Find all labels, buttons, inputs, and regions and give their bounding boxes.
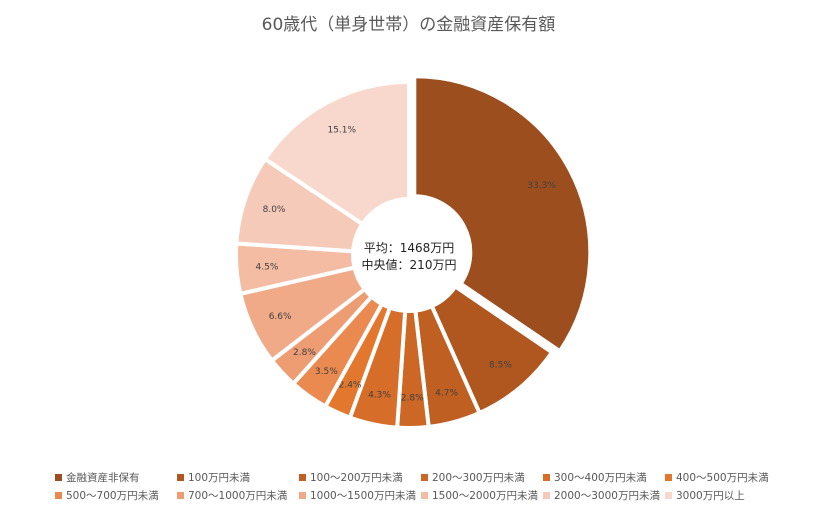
legend-label: 金融資産非保有 xyxy=(66,471,140,484)
legend-label: 100万円未満 xyxy=(188,471,251,484)
legend-item: 500〜700万円未満 xyxy=(55,488,177,503)
legend-swatch-icon xyxy=(665,473,672,481)
legend-label: 300〜400万円未満 xyxy=(554,471,647,484)
slice-label: 4.3% xyxy=(368,390,391,400)
legend-swatch-icon xyxy=(665,491,672,499)
slice-11 xyxy=(262,79,411,227)
legend-swatch-icon xyxy=(177,473,184,481)
chart-title: 60歳代（単身世帯）の金融資産保有額 xyxy=(261,15,556,35)
legend-swatch-icon xyxy=(421,491,428,499)
legend-swatch-icon xyxy=(543,473,550,481)
legend-label: 1500〜2000万円未満 xyxy=(432,489,538,502)
slice-label: 4.7% xyxy=(435,388,458,398)
slice-0 xyxy=(412,74,593,354)
legend-swatch-icon xyxy=(177,491,184,499)
legend-item: 2000〜3000万円未満 xyxy=(543,488,665,503)
legend-swatch-icon xyxy=(299,473,306,481)
slice-label: 8.0% xyxy=(263,205,286,215)
legend: 金融資産非保有 100万円未満 100〜200万円未満 200〜300万円未満 300〜… xyxy=(55,468,795,504)
slice-label: 2.4% xyxy=(339,381,362,391)
slice-label: 3.5% xyxy=(315,367,338,377)
legend-item: 300〜400万円未満 xyxy=(543,470,665,485)
legend-item: 700〜1000万円未満 xyxy=(177,488,299,503)
slice-label: 2.8% xyxy=(293,348,316,358)
center-label: 平均：1468万円 中央値：210万円 xyxy=(349,240,469,274)
legend-swatch-icon xyxy=(543,491,550,499)
slice-label: 8.5% xyxy=(489,360,512,370)
legend-item: 1000〜1500万円未満 xyxy=(299,488,421,503)
legend-item: 200〜300万円未満 xyxy=(421,470,543,485)
legend-item: 3000万円以上 xyxy=(665,488,787,503)
legend-label: 200〜300万円未満 xyxy=(432,471,525,484)
legend-row: 500〜700万円未満 700〜1000万円未満 1000〜1500万円未満 1500… xyxy=(55,486,795,504)
legend-label: 2000〜3000万円未満 xyxy=(554,489,660,502)
legend-label: 700〜1000万円未満 xyxy=(188,489,288,502)
average-label: 平均：1468万円 xyxy=(363,241,455,255)
legend-label: 1000〜1500万円未満 xyxy=(310,489,416,502)
legend-swatch-icon xyxy=(55,491,62,499)
legend-item: 100〜200万円未満 xyxy=(299,470,421,485)
legend-label: 400〜500万円未満 xyxy=(676,471,769,484)
legend-swatch-icon xyxy=(421,473,428,481)
legend-item: 100万円未満 xyxy=(177,470,299,485)
median-label: 中央値：210万円 xyxy=(361,258,457,272)
slice-label: 15.1% xyxy=(327,125,356,135)
legend-swatch-icon xyxy=(55,473,62,481)
legend-item: 1500〜2000万円未満 xyxy=(421,488,543,503)
slice-label: 2.8% xyxy=(401,393,424,403)
legend-item: 400〜500万円未満 xyxy=(665,470,787,485)
slice-label: 33.3% xyxy=(527,181,556,191)
legend-item: 金融資産非保有 xyxy=(55,470,177,485)
legend-label: 500〜700万円未満 xyxy=(66,489,159,502)
legend-row: 金融資産非保有 100万円未満 100〜200万円未満 200〜300万円未満 300〜… xyxy=(55,468,795,486)
slice-label: 6.6% xyxy=(269,312,292,322)
legend-label: 100〜200万円未満 xyxy=(310,471,403,484)
slice-label: 4.5% xyxy=(256,262,279,272)
legend-swatch-icon xyxy=(299,491,306,499)
legend-label: 3000万円以上 xyxy=(676,489,745,502)
